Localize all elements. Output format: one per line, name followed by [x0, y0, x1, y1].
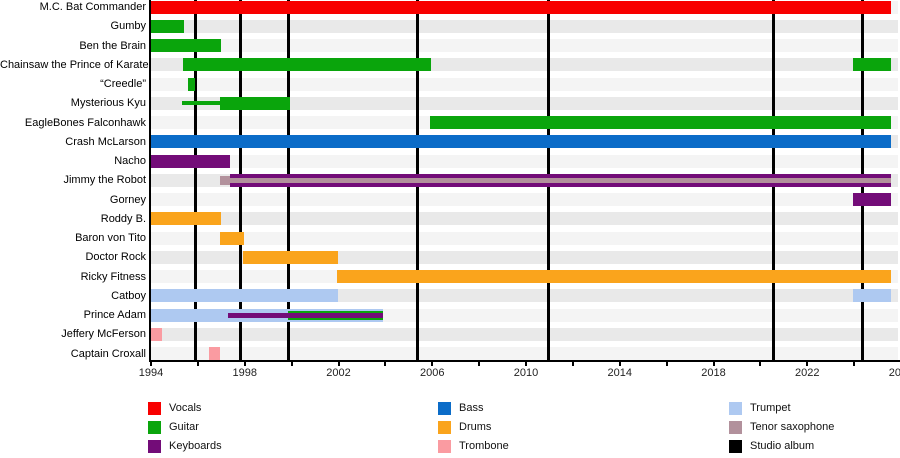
bar-chainsaw-the-prince-of-karate-guitar — [183, 58, 432, 72]
x-axis-tick — [853, 362, 856, 366]
member-label-doctor-rock: Doctor Rock — [85, 251, 146, 264]
bar-m-c-bat-commander-vocals — [151, 0, 891, 14]
legend-label-tenor_saxophone: Tenor saxophone — [750, 421, 835, 433]
bar-doctor-rock-drums — [242, 250, 339, 264]
x-axis-tick — [150, 362, 152, 366]
bar-eaglebones-falconhawk-guitar — [429, 116, 891, 129]
legend-label-trumpet: Trumpet — [750, 402, 791, 414]
bar-creedle-guitar — [188, 77, 196, 91]
member-label-baron-von-tito: Baron von Tito — [75, 232, 146, 244]
x-axis-tick — [196, 362, 199, 366]
x-axis-tick — [384, 362, 387, 366]
row-stripe — [151, 212, 898, 226]
x-axis-tick — [243, 362, 246, 366]
x-axis-tick — [337, 362, 340, 366]
row-stripe — [151, 327, 898, 341]
row-stripe — [151, 154, 898, 168]
x-axis-tick — [712, 362, 715, 366]
legend-swatch-bass — [438, 402, 451, 415]
bar-catboy-trumpet — [151, 289, 339, 303]
x-axis-label: 2010 — [513, 367, 539, 379]
member-label-nacho: Nacho — [114, 155, 146, 167]
row-stripe — [151, 347, 898, 360]
bar-gorney-keyboards — [852, 193, 891, 206]
legend-label-keyboards: Keyboards — [169, 440, 222, 452]
bar-gumby-guitar — [151, 19, 185, 33]
row-stripe — [151, 193, 898, 206]
bar-ben-the-brain-guitar — [151, 39, 222, 52]
legend-swatch-studio_album — [729, 440, 742, 453]
member-label-ben-the-brain: Ben the Brain — [79, 39, 146, 52]
x-axis-tick — [759, 362, 762, 366]
x-axis-label: 2026 — [888, 367, 900, 379]
row-stripe — [151, 39, 898, 52]
bar-baron-von-tito-drums — [219, 231, 245, 245]
member-label-jimmy-the-robot: Jimmy the Robot — [63, 174, 146, 187]
x-axis-label: 1994 — [138, 367, 164, 379]
member-label-chainsaw-the-prince-of-karate: Chainsaw the Prince of Karate — [0, 58, 149, 71]
x-axis-line — [149, 360, 900, 362]
bar-mysterious-kyu-guitar — [219, 96, 290, 110]
legend-swatch-trumpet — [729, 402, 742, 415]
x-axis-tick — [618, 362, 621, 366]
x-axis-tick — [571, 362, 574, 366]
legend-swatch-drums — [438, 421, 451, 434]
member-label-jeffery-mcferson: Jeffery McFerson — [61, 328, 146, 341]
x-axis-label: 2006 — [420, 367, 445, 379]
legend-label-vocals: Vocals — [169, 402, 202, 414]
member-label-creedle: “Creedle” — [100, 78, 146, 90]
bar-catboy-trumpet — [852, 289, 891, 303]
x-axis-label: 2002 — [326, 367, 351, 379]
bar-prince-adam-keyboards — [228, 312, 384, 318]
legend-label-drums: Drums — [459, 421, 492, 433]
x-axis-tick — [478, 362, 481, 366]
legend-swatch-guitar — [148, 421, 161, 434]
row-stripe — [151, 19, 898, 33]
legend-swatch-trombone — [438, 440, 451, 453]
x-axis-label: 2018 — [701, 367, 726, 379]
member-label-mysterious-kyu: Mysterious Kyu — [70, 97, 146, 110]
studio-album-line — [193, 0, 197, 360]
x-axis-tick — [290, 362, 293, 366]
bar-captain-croxall-trombone — [208, 347, 220, 360]
member-label-gorney: Gorney — [109, 193, 146, 206]
x-axis-tick — [431, 362, 434, 366]
legend-label-bass: Bass — [459, 402, 484, 414]
legend-label-studio_album: Studio album — [750, 440, 815, 452]
legend-label-guitar: Guitar — [169, 421, 199, 433]
member-label-catboy: Catboy — [111, 289, 146, 302]
legend-swatch-tenor_saxophone — [729, 421, 742, 434]
bar-crash-mclarson-bass — [151, 135, 891, 149]
legend-swatch-keyboards — [148, 440, 161, 453]
member-label-m-c-bat-commander: M.C. Bat Commander — [39, 1, 146, 13]
x-axis-label: 1998 — [232, 367, 257, 379]
x-axis-tick — [665, 362, 668, 366]
row-stripe — [151, 231, 898, 245]
member-label-eaglebones-falconhawk: EagleBones Falconhawk — [24, 116, 146, 129]
x-axis-tick — [806, 362, 809, 366]
bar-nacho-keyboards — [151, 154, 230, 168]
member-label-prince-adam: Prince Adam — [83, 309, 146, 321]
bar-jimmy-the-robot-tenor_saxophone — [219, 175, 230, 185]
bar-ricky-fitness-drums — [337, 270, 891, 283]
x-axis-label: 2022 — [795, 367, 820, 379]
legend-swatch-vocals — [148, 402, 161, 415]
member-label-roddy-b: Roddy B. — [100, 212, 146, 225]
member-label-captain-croxall: Captain Croxall — [70, 347, 146, 360]
bar-jimmy-the-robot-tenor_saxophone — [229, 177, 891, 183]
bar-roddy-b-drums — [151, 212, 222, 226]
bar-mysterious-kyu-guitar — [181, 101, 220, 106]
bar-jeffery-mcferson-trombone — [151, 327, 163, 341]
legend-label-trombone: Trombone — [459, 440, 509, 452]
row-stripe — [151, 77, 898, 91]
member-label-ricky-fitness: Ricky Fitness — [80, 270, 146, 283]
x-axis-label: 2014 — [607, 367, 632, 379]
row-stripe — [151, 96, 898, 110]
bar-chainsaw-the-prince-of-karate-guitar — [852, 58, 891, 72]
member-label-crash-mclarson: Crash McLarson — [65, 135, 146, 148]
x-axis-tick — [525, 362, 527, 366]
member-label-gumby: Gumby — [110, 20, 146, 33]
y-axis-line — [149, 0, 151, 362]
